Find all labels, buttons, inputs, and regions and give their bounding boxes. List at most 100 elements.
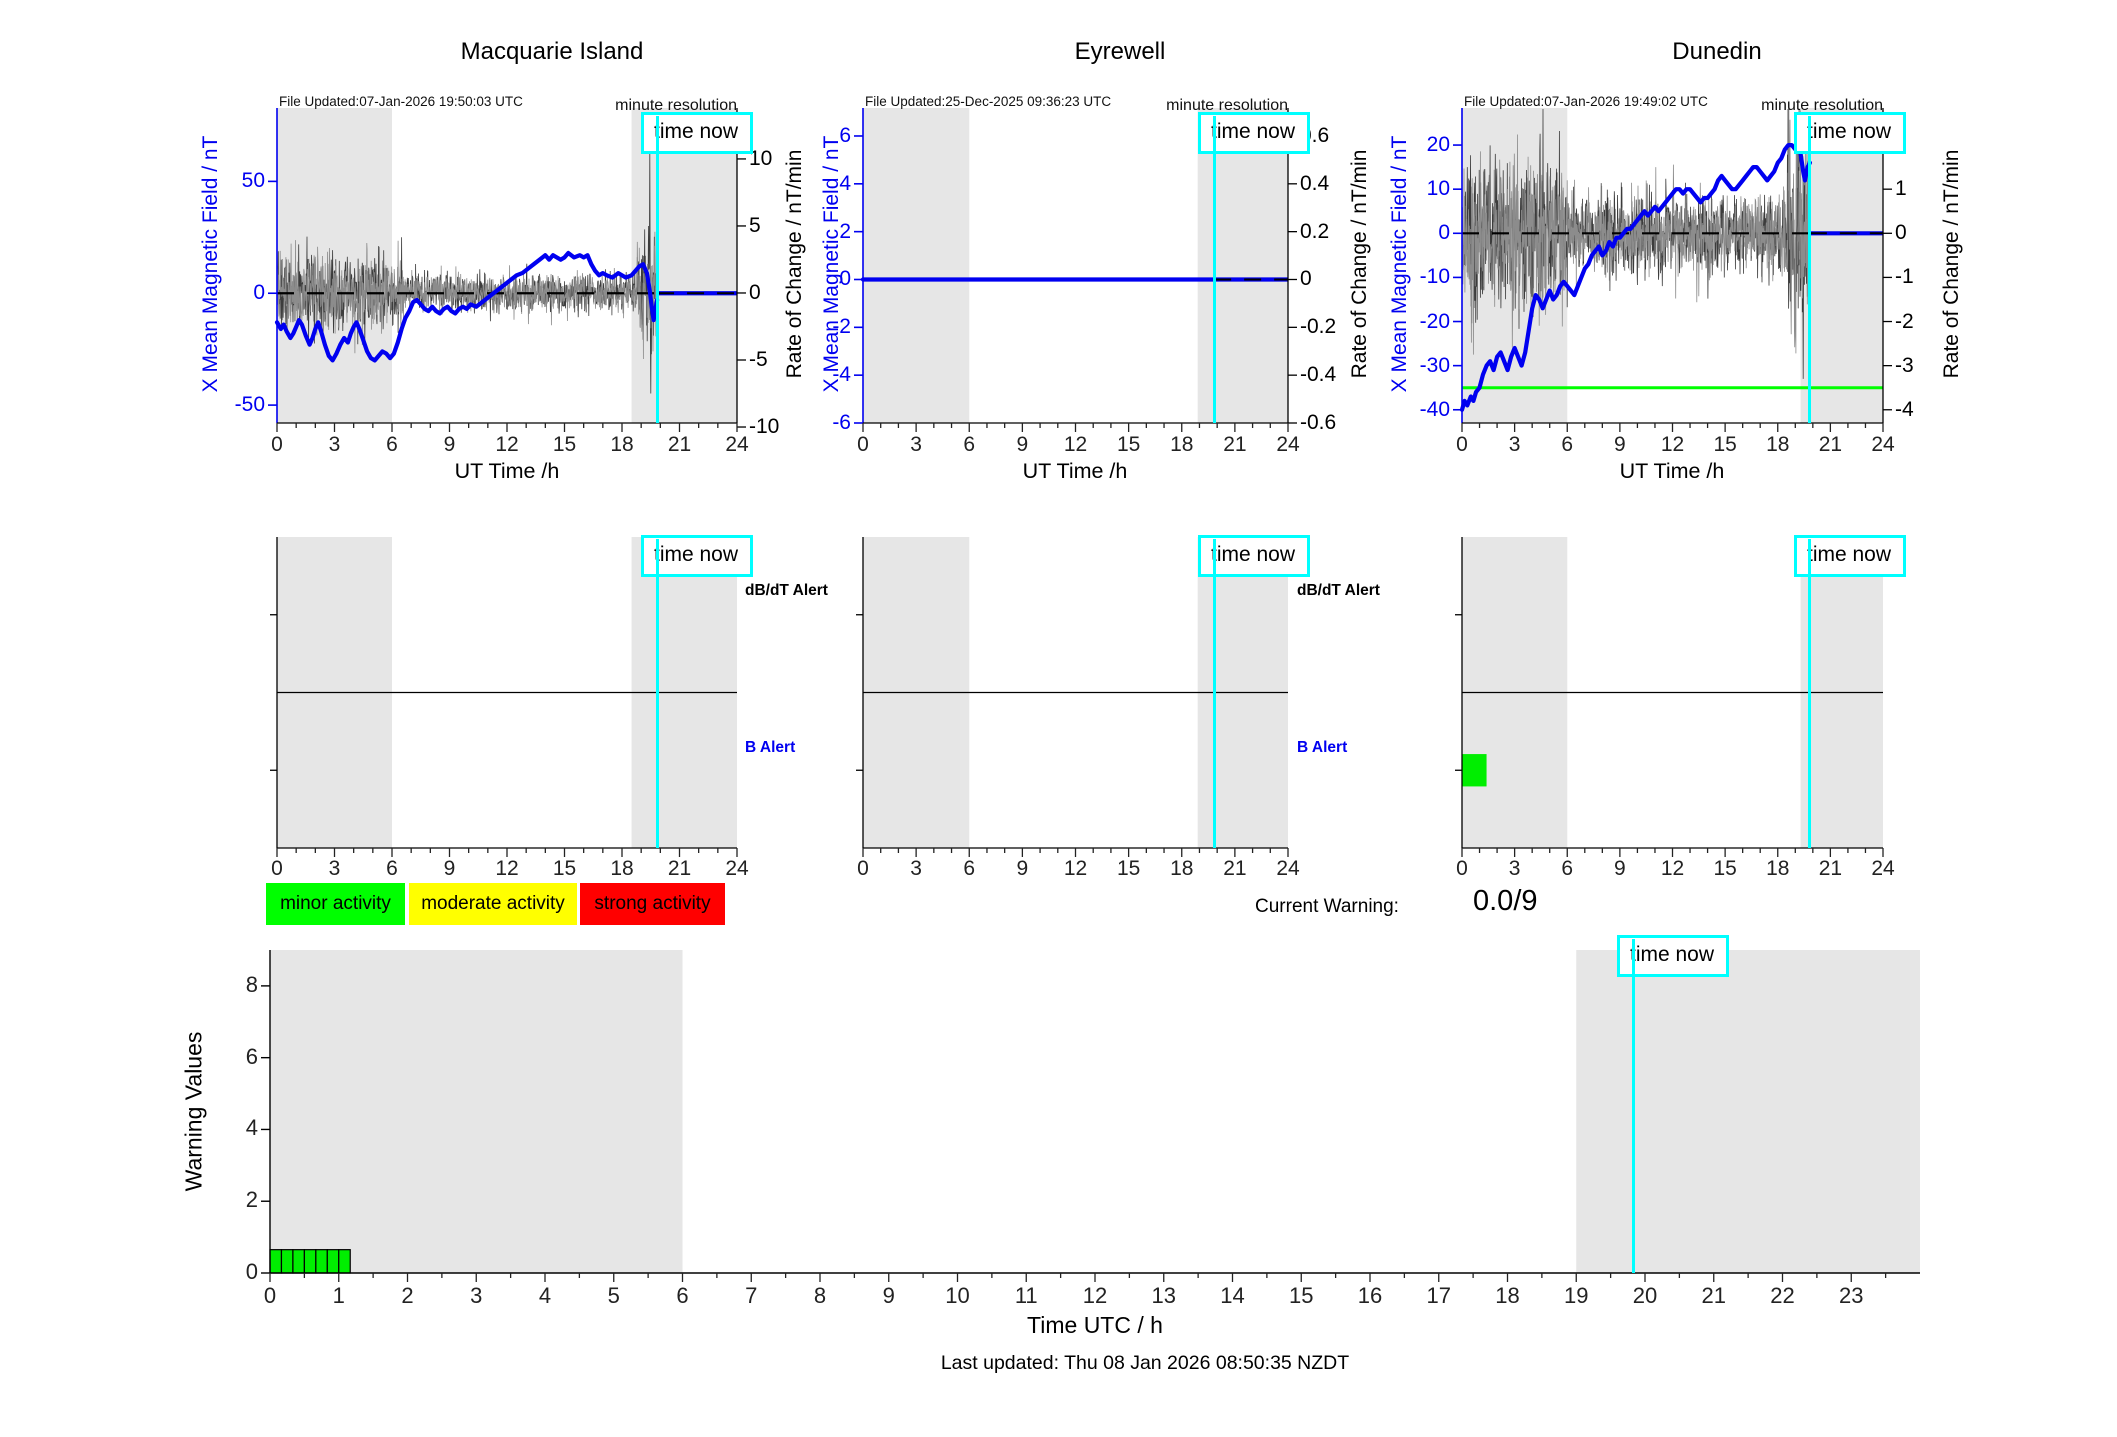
x-tick-label: 15: [1116, 433, 1141, 456]
x-tick-label: 0: [857, 433, 869, 456]
warning-value-bar: [280, 1249, 294, 1274]
x-tick-label: 0: [857, 857, 869, 880]
x-tick-label: 6: [963, 857, 976, 880]
y-tick-label: 6: [245, 1043, 258, 1069]
x-tick-label: 17: [1426, 1283, 1451, 1308]
left-tick-label: 6: [839, 123, 851, 147]
x-tick-label: 12: [1660, 433, 1685, 456]
x-tick-label: 23: [1839, 1283, 1864, 1308]
x-tick-label: 0: [1456, 857, 1468, 880]
b-alert-label: B Alert: [745, 739, 796, 756]
time-now-line: [1212, 539, 1216, 848]
x-tick-label: 9: [882, 1283, 895, 1308]
right-tick-label: -0.4: [1300, 363, 1337, 387]
warning-value-bar: [303, 1249, 317, 1274]
file-updated-eyrewell: File Updated:25-Dec-2025 09:36:23 UTC: [865, 94, 1112, 109]
x-axis-label-dunedin: UT Time /h: [1619, 459, 1725, 483]
right-tick-label: 1: [1895, 177, 1907, 201]
x-tick-label: 9: [443, 433, 456, 456]
station-title-macquarie: Macquarie Island: [460, 38, 644, 65]
x-tick-label: 24: [1276, 433, 1300, 456]
left-tick-label: 50: [241, 169, 265, 193]
x-tick-label: 11: [1014, 1283, 1038, 1308]
x-tick-label: 21: [667, 857, 692, 880]
x-tick-label: 12: [495, 433, 519, 456]
right-tick-label: -0.6: [1300, 411, 1337, 434]
time-now-box: time now: [1794, 112, 1907, 154]
y-tick-label: 4: [245, 1115, 258, 1141]
magnetic-field-series: [1459, 143, 1812, 412]
x-tick-label: 24: [1871, 857, 1895, 880]
x-tick-label: 24: [725, 857, 749, 880]
night-shade: [863, 108, 970, 423]
x-tick-label: 15: [552, 857, 577, 880]
left-tick-label: -4: [832, 363, 851, 387]
right-tick-label: -4: [1895, 397, 1914, 421]
right-tick-label: -2: [1895, 309, 1914, 333]
x-tick-label: 6: [1561, 433, 1574, 456]
x-tick-label: 9: [443, 857, 456, 880]
legend-moderate-activity: moderate activity: [409, 883, 577, 925]
x-tick-label: 24: [1276, 857, 1300, 880]
left-tick-label: -20: [1419, 309, 1450, 333]
minute-resolution-label: minute resolution: [1166, 97, 1288, 114]
left-tick-label: -10: [1419, 265, 1450, 289]
x-tick-label: 10: [945, 1283, 970, 1308]
x-tick-label: 18: [1495, 1283, 1520, 1308]
x-tick-label: 12: [495, 857, 519, 880]
x-tick-label: 6: [386, 857, 398, 880]
warning-value-bar: [338, 1249, 351, 1274]
time-now-line: [655, 539, 659, 848]
x-tick-label: 15: [1289, 1283, 1314, 1308]
right-tick-label: 0.2: [1300, 219, 1330, 243]
x-axis-label-macquarie: UT Time /h: [454, 459, 560, 483]
right-tick-label: 5: [749, 213, 761, 237]
alert-bar: [1462, 754, 1487, 787]
left-tick-label: -50: [234, 393, 265, 417]
left-tick-label: 0: [253, 281, 265, 305]
left-tick-label: 10: [1426, 177, 1450, 201]
x-tick-label: 13: [1151, 1283, 1176, 1308]
rate-of-change-series: [1461, 108, 1810, 355]
left-tick-label: -40: [1419, 397, 1450, 421]
x-tick-label: 15: [1116, 857, 1141, 880]
right-tick-label: 10: [749, 146, 773, 170]
x-tick-label: 6: [676, 1283, 689, 1308]
x-axis-label-bottom: Time UTC / h: [1027, 1312, 1163, 1338]
x-tick-label: 18: [1766, 857, 1790, 880]
time-now-line: [1808, 116, 1812, 423]
x-tick-label: 21: [1818, 857, 1843, 880]
dbdt-alert-label: dB/dT Alert: [1297, 582, 1380, 599]
time-now-box: time now: [1617, 935, 1730, 977]
x-tick-label: 18: [1170, 433, 1194, 456]
x-tick-label: 15: [1713, 857, 1737, 880]
x-tick-label: 18: [610, 433, 634, 456]
x-tick-label: 22: [1770, 1283, 1795, 1308]
station-title-eyrewell: Eyrewell: [1074, 38, 1166, 65]
x-tick-label: 3: [328, 857, 341, 880]
x-tick-label: 18: [610, 857, 634, 880]
x-tick-label: 2: [401, 1283, 414, 1308]
right-tick-label: 0: [1895, 221, 1907, 245]
x-tick-label: 9: [1614, 433, 1626, 456]
y-tick-label: 0: [245, 1259, 258, 1284]
x-tick-label: 19: [1564, 1283, 1589, 1308]
x-tick-label: 3: [910, 433, 922, 456]
right-tick-label: -5: [749, 348, 768, 371]
x-tick-label: 4: [538, 1283, 552, 1308]
x-tick-label: 9: [1016, 433, 1029, 456]
right-tick-label: -1: [1895, 265, 1914, 289]
left-tick-label: -6: [832, 411, 851, 434]
right-tick-label: -0.2: [1300, 315, 1337, 339]
x-tick-label: 21: [1223, 857, 1247, 880]
x-tick-label: 21: [667, 433, 692, 456]
time-now-box: time now: [1198, 535, 1311, 577]
night-shade: [1800, 108, 1883, 423]
current-warning-label: Current Warning:: [1255, 896, 1399, 917]
right-tick-label: -3: [1895, 353, 1914, 377]
time-now-line: [1808, 539, 1812, 848]
minute-resolution-label: minute resolution: [1761, 97, 1883, 114]
x-tick-label: 16: [1357, 1283, 1383, 1308]
x-tick-label: 3: [910, 857, 922, 880]
